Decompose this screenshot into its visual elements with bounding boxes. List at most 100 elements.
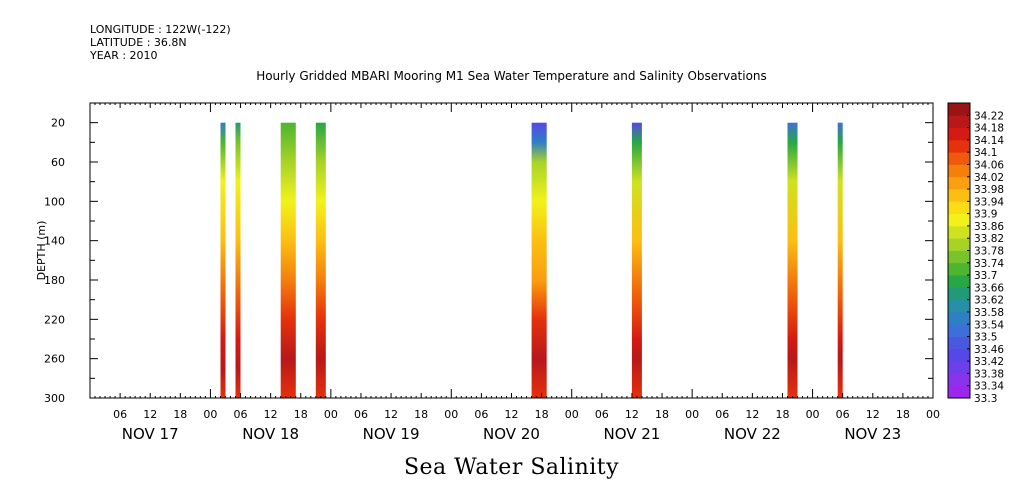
colorbar-label: 33.98 [974,184,1004,196]
colorbar-swatch [948,348,970,362]
x-hour-label: 12 [384,408,398,421]
colorbar-label: 33.58 [974,307,1004,319]
colorbar-label: 33.66 [974,282,1004,294]
plot-frame-layer [89,102,934,399]
colorbar-label: 34.14 [974,135,1004,147]
colorbar-layer: 33.333.3433.3833.4233.4633.533.5433.5833… [947,102,1004,405]
data-bars-layer [220,122,843,398]
colorbar-label: 33.82 [974,233,1004,245]
colorbar-swatch [948,361,970,374]
salinity-bar [631,122,642,398]
colorbar-swatch [948,103,970,116]
latitude-label: LATITUDE : 36.8N [90,36,187,49]
colorbar-swatch [948,189,970,202]
colorbar-swatch [948,336,970,350]
y-axis-layer: 20 60 100 140 180 220 260 300 DEPTH (m) [35,117,933,405]
colorbar-label: 33.62 [974,295,1004,307]
x-day-label: NOV 19 [363,425,420,443]
x-day-label: NOV 20 [483,425,540,443]
colorbar-swatch [948,164,970,178]
x-hour-label: 12 [505,408,519,421]
x-hour-label: 06 [715,408,729,421]
colorbar-swatch [948,275,970,288]
x-hour-label: 12 [264,408,278,421]
colorbar-label: 34.02 [974,172,1004,184]
y-tick-label: 60 [51,156,65,169]
y-tick-label: 140 [44,235,65,248]
x-hour-label: 18 [655,408,669,421]
y-tick-label: 260 [44,353,65,366]
salinity-bar [787,122,798,398]
y-tick-label: 100 [44,195,65,208]
x-hour-label: 12 [866,408,880,421]
colorbar-label: 33.5 [974,332,997,344]
colorbar-label: 33.86 [974,221,1004,233]
colorbar-label: 34.06 [974,159,1004,171]
salinity-bar [531,122,547,398]
x-hour-label: 18 [775,408,789,421]
y-axis-label: DEPTH (m) [35,221,48,281]
colorbar-label: 33.42 [974,356,1004,368]
colorbar-swatch [948,385,970,399]
colorbar-label: 34.22 [974,110,1004,122]
salinity-bar [837,122,843,398]
colorbar-swatch [948,238,970,251]
x-day-label: NOV 21 [603,425,660,443]
colorbar-swatch [948,324,970,337]
x-hour-label: 18 [173,408,187,421]
x-hour-label: 06 [113,408,127,421]
x-day-label: NOV 22 [724,425,781,443]
salinity-bar [220,122,226,398]
colorbar-swatch [948,115,970,128]
colorbar-label: 33.38 [974,368,1004,380]
colorbar-label: 33.34 [974,381,1004,393]
x-hour-label: 00 [324,408,338,421]
colorbar-swatch [948,139,970,153]
x-hour-label: 06 [234,408,248,421]
colorbar-swatch [948,262,970,276]
x-hour-label: 00 [565,408,579,421]
x-hour-label: 06 [595,408,609,421]
colorbar-label: 33.94 [974,196,1004,208]
colorbar-label: 34.18 [974,123,1004,135]
colorbar-label: 33.74 [974,258,1004,270]
x-hour-label: 12 [625,408,639,421]
y-tick-label: 180 [44,274,65,287]
x-day-label: NOV 17 [122,425,179,443]
colorbar-label: 33.3 [974,393,997,405]
salinity-bar [235,122,241,398]
x-hour-label: 18 [414,408,428,421]
x-hour-label: 18 [896,408,910,421]
colorbar-label: 33.9 [974,209,997,221]
x-day-label: NOV 18 [242,425,299,443]
variable-label: Sea Water Salinity [403,455,620,480]
x-hour-label: 00 [806,408,820,421]
colorbar-swatch [948,287,970,301]
colorbar-label: 33.7 [974,270,997,282]
x-axis-layer: 06 12 18 00 06 12 18 00 06 12 18 00 06 12 18 00 06 12 18 00… [89,103,940,443]
chart-title: Hourly Gridded MBARI Mooring M1 Sea Wate… [256,69,767,83]
colorbar-label: 33.54 [974,319,1004,331]
plot-frame [89,102,934,399]
x-hour-label: 06 [474,408,488,421]
colorbar-swatch [948,311,970,325]
colorbar-swatch [948,213,970,227]
colorbar-swatch [948,250,970,264]
colorbar-swatch [948,176,970,190]
salinity-bar [315,122,326,398]
colorbar-swatch [948,225,970,239]
colorbar-swatch [948,127,970,141]
longitude-label: LONGITUDE : 122W(-122) [90,23,231,36]
colorbar-label: 34.1 [974,147,997,159]
colorbar-swatch [948,201,970,215]
x-hour-label: 00 [926,408,940,421]
y-tick-label: 300 [44,392,65,405]
colorbar-swatch [948,152,970,165]
x-hour-label: 12 [745,408,759,421]
colorbar-swatch [948,299,970,313]
y-tick-label: 20 [51,117,65,130]
x-hour-label: 12 [143,408,157,421]
x-hour-label: 18 [535,408,549,421]
salinity-bar [280,122,296,398]
